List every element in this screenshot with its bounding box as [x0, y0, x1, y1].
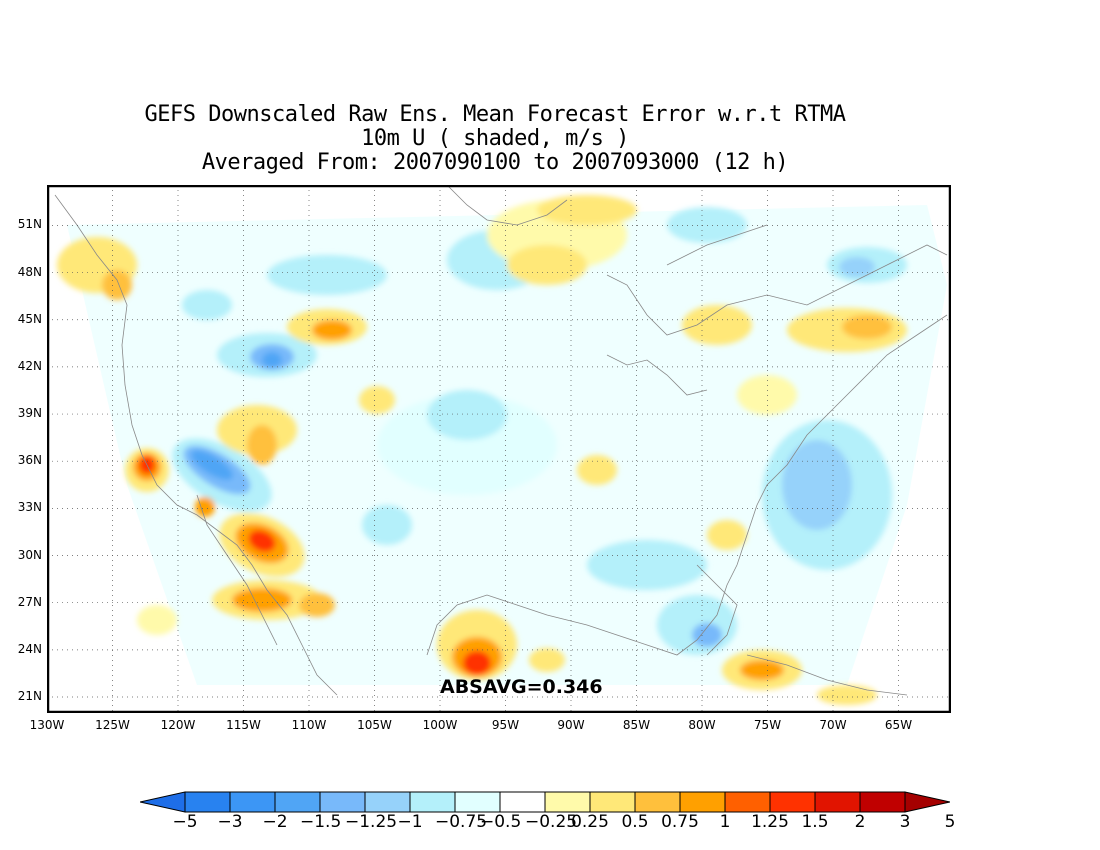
colorbar-level-label: −0.75 — [435, 812, 488, 832]
colorbar-box — [814, 791, 861, 813]
colorbar-level-label: 1 — [719, 812, 731, 832]
lat-tick-label: 27N — [17, 594, 42, 609]
colorbar-box — [679, 791, 726, 813]
lat-tick-label: 24N — [17, 641, 42, 656]
lon-tick-label: 90W — [557, 718, 585, 732]
colorbar-level-label: 0.75 — [661, 812, 699, 832]
colorbar-level-label: 5 — [944, 812, 956, 832]
colorbar-level-label: −5 — [172, 812, 198, 832]
colorbar-box — [184, 791, 231, 813]
lon-tick-label: 115W — [226, 718, 261, 732]
lon-tick-label: 75W — [753, 718, 782, 732]
lon-tick-label: 65W — [884, 718, 913, 732]
lat-tick-label: 39N — [17, 406, 42, 421]
lon-tick-label: 95W — [491, 718, 520, 732]
colorbar-box — [544, 791, 591, 813]
colorbar-level-label: −1.25 — [345, 812, 398, 832]
chart-subtitle-variable: 10m U ( shaded, m/s ) — [361, 126, 629, 151]
colorbar-box — [229, 791, 276, 813]
colorbar-box — [364, 791, 411, 813]
lon-tick-label: 85W — [622, 718, 651, 732]
colorbar-level-label: 3 — [899, 812, 911, 832]
graticule-grid — [47, 185, 951, 713]
lon-tick-label: 70W — [819, 718, 847, 732]
lon-tick-label: 100W — [422, 718, 458, 732]
map-border — [47, 185, 951, 713]
lon-tick-label: 130W — [29, 718, 65, 732]
lat-tick-label: 30N — [17, 547, 42, 562]
lon-tick-label: 80W — [688, 718, 716, 732]
colorbar-box — [769, 791, 816, 813]
lon-tick-label: 125W — [95, 718, 130, 732]
colorbar-level-label: 1.5 — [801, 812, 829, 832]
colorbar-level-label: −1.5 — [300, 812, 342, 832]
colorbar-level-label: 0.25 — [571, 812, 609, 832]
colorbar-box — [409, 791, 456, 813]
lon-tick-label: 120W — [160, 718, 196, 732]
map-plot-area — [47, 185, 951, 713]
lat-tick-label: 51N — [17, 217, 42, 232]
lat-tick-label: 36N — [17, 453, 42, 468]
colorbar-min-arrow — [140, 791, 186, 813]
lat-tick-label: 48N — [17, 264, 42, 279]
lat-tick-label: 45N — [17, 311, 42, 326]
colorbar-box — [859, 791, 906, 813]
colorbar-level-label: −0.25 — [525, 812, 578, 832]
colorbar-box — [724, 791, 771, 813]
colorbar-box — [499, 791, 546, 813]
colorbar-box — [634, 791, 681, 813]
colorbar-box — [274, 791, 321, 813]
colorbar-max-arrow — [904, 791, 950, 813]
chart-title: GEFS Downscaled Raw Ens. Mean Forecast E… — [144, 102, 846, 127]
colorbar-level-label: 2 — [854, 812, 866, 832]
lon-tick-label: 105W — [357, 718, 392, 732]
lon-tick-label: 110W — [291, 718, 327, 732]
colorbar-box — [589, 791, 636, 813]
colorbar-level-label: −2 — [262, 812, 288, 832]
lat-tick-label: 33N — [17, 500, 42, 515]
coastlines — [54, 185, 948, 696]
colorbar-level-label: 0.5 — [621, 812, 649, 832]
colorbar-box — [454, 791, 501, 813]
colorbar-level-label: 1.25 — [751, 812, 789, 832]
colorbar-level-label: −3 — [217, 812, 243, 832]
colorbar-box — [319, 791, 366, 813]
colorbar-level-label: −1 — [397, 812, 423, 832]
shaded-field — [54, 185, 948, 705]
absavg-annotation: ABSAVG=0.346 — [440, 676, 603, 698]
lat-tick-label: 21N — [17, 689, 42, 703]
chart-subtitle-period: Averaged From: 2007090100 to 2007093000 … — [201, 150, 789, 175]
colorbar — [140, 791, 950, 813]
colorbar-level-label: −0.5 — [480, 812, 522, 832]
lat-tick-label: 42N — [17, 358, 42, 373]
